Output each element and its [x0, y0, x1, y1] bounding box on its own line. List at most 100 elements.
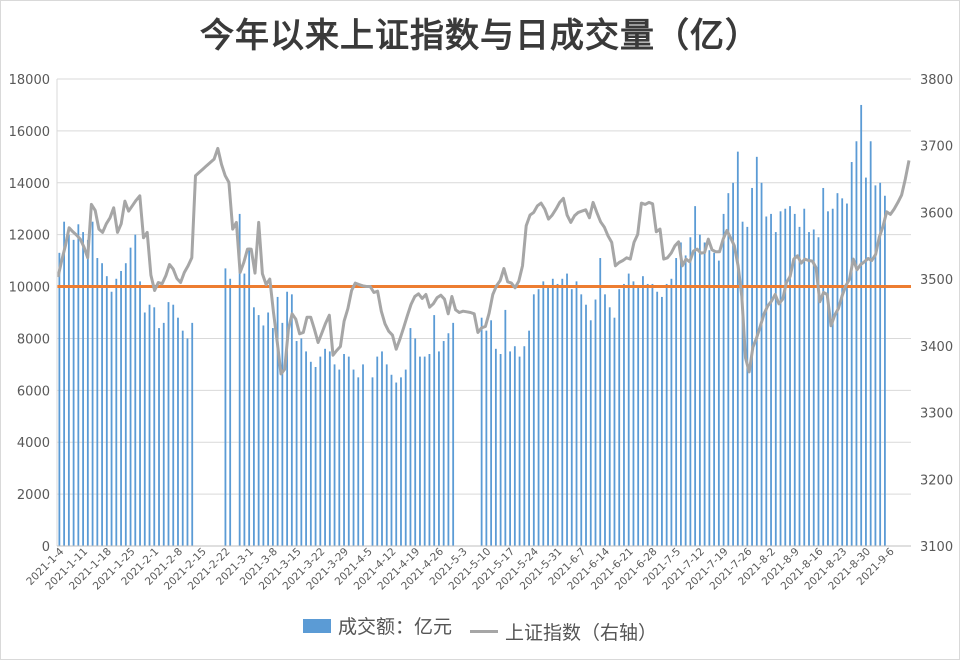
volume-bar: [575, 281, 578, 546]
legend-item-index: 上证指数（右轴）: [470, 618, 657, 645]
volume-bar: [656, 291, 659, 546]
volume-bar: [608, 307, 611, 546]
y-left-tick-label: 10000: [9, 281, 50, 296]
volume-bar: [817, 237, 820, 546]
y-left-tick-label: 14000: [9, 177, 50, 192]
volume-bar: [148, 304, 151, 546]
y-right-tick-label: 3200: [920, 473, 953, 488]
volume-bar: [319, 356, 322, 546]
volume-bar: [414, 338, 417, 546]
volume-bar: [438, 351, 440, 546]
volume-bar: [827, 211, 829, 547]
volume-bar: [300, 338, 303, 546]
volume-bar: [343, 354, 345, 546]
volume-bar: [352, 369, 355, 546]
volume-bar: [627, 273, 630, 546]
volume-bar: [86, 239, 89, 546]
volume-bar: [632, 281, 635, 546]
volume-bar: [689, 237, 692, 546]
volume-bar: [722, 213, 725, 546]
volume-bar: [841, 198, 844, 546]
volume-bar: [485, 330, 488, 546]
volume-bar: [727, 193, 730, 546]
volume-bar: [860, 104, 863, 546]
volume-bar: [347, 356, 350, 546]
volume-bar: [694, 206, 697, 546]
volume-bar: [452, 322, 455, 546]
volume-bar: [746, 226, 749, 546]
volume-bar: [385, 364, 388, 546]
index-line: [56, 146, 911, 376]
volume-bar: [238, 213, 241, 546]
volume-bar: [124, 263, 127, 546]
volume-bar: [670, 278, 673, 546]
volume-bar: [850, 162, 853, 546]
volume-bar: [115, 278, 118, 546]
volume-bar: [328, 351, 331, 546]
volume-bar: [499, 354, 502, 546]
y-right-tick-label: 3100: [920, 540, 953, 555]
volume-bar: [381, 351, 383, 546]
y-left-tick-label: 2000: [17, 488, 50, 503]
volume-bar: [490, 320, 493, 546]
volume-bar: [186, 338, 189, 546]
volume-bar: [162, 322, 165, 546]
volume-bar: [257, 315, 260, 546]
y-left-tick-label: 12000: [9, 229, 50, 244]
volume-bar: [537, 289, 540, 546]
volume-bar: [808, 232, 810, 547]
volume-bar: [158, 328, 160, 546]
volume-bar: [803, 208, 806, 546]
volume-bar: [181, 330, 184, 546]
volume-bar: [779, 211, 782, 547]
volume-bar: [661, 296, 663, 546]
volume-bar: [551, 278, 554, 546]
volume-bar: [295, 341, 298, 546]
y-right-tick-label: 3300: [920, 407, 953, 422]
y-left-tick-label: 4000: [17, 436, 50, 451]
volume-bar: [390, 374, 393, 546]
volume-bar: [404, 369, 407, 546]
legend-item-volume: 成交额：亿元: [302, 612, 452, 639]
volume-bar: [333, 364, 336, 546]
volume-bar: [528, 330, 530, 546]
volume-bar: [523, 346, 526, 546]
volume-bar: [542, 281, 545, 546]
volume-bar: [177, 317, 179, 546]
volume-bar: [665, 283, 668, 546]
volume-bar: [793, 213, 796, 546]
volume-bar: [67, 234, 70, 546]
volume-bar: [547, 286, 549, 546]
volume-bar: [376, 356, 379, 546]
volume-bar: [110, 291, 113, 546]
volume-bar: [679, 242, 682, 546]
volume-bar: [770, 213, 772, 546]
volume-bar: [566, 273, 568, 546]
chart-legend: 成交额：亿元 上证指数（右轴）: [0, 612, 960, 645]
y-left-tick-label: 16000: [9, 125, 50, 140]
volume-bar: [395, 382, 398, 546]
volume-bar: [172, 304, 175, 546]
volume-bar: [262, 325, 265, 546]
volume-bar: [101, 263, 103, 546]
volume-bar: [732, 182, 734, 546]
legend-line-label: 上证指数（右轴）: [505, 621, 658, 644]
volume-bar: [248, 247, 251, 546]
volume-bar: [884, 195, 886, 546]
volume-bar: [585, 304, 587, 546]
volume-bar: [428, 354, 431, 546]
volume-bar: [442, 341, 445, 546]
volume-bar: [191, 322, 194, 546]
volume-bar: [774, 232, 777, 547]
volume-bar: [589, 320, 592, 546]
volume-bar: [556, 283, 559, 546]
volume-bar: [504, 309, 507, 546]
legend-bar-label: 成交额：亿元: [337, 616, 452, 638]
volume-bar: [713, 252, 716, 547]
volume-bar: [338, 369, 341, 546]
volume-bar: [874, 185, 877, 546]
volume-bar: [139, 281, 141, 546]
volume-bar: [229, 278, 232, 546]
volume-bar: [419, 356, 421, 546]
